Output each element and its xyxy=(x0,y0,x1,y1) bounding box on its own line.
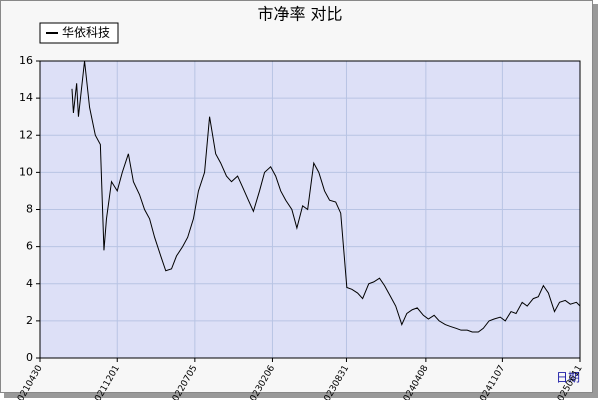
y-tick-label: 14 xyxy=(19,91,33,104)
legend-label: 华依科技 xyxy=(62,25,110,40)
y-tick-label: 0 xyxy=(26,351,33,364)
legend-box xyxy=(39,22,119,44)
y-tick-label: 10 xyxy=(19,165,33,178)
y-tick-label: 16 xyxy=(19,54,33,67)
y-tick-label: 8 xyxy=(26,203,33,216)
y-tick-label: 6 xyxy=(26,240,33,253)
chart-title: 市净率 对比 xyxy=(257,5,342,24)
y-tick-label: 12 xyxy=(19,128,33,141)
plot-border xyxy=(39,60,581,359)
y-tick-label: 4 xyxy=(26,277,33,290)
y-tick-label: 2 xyxy=(26,314,33,327)
x-axis-label: 日期 xyxy=(556,371,580,385)
line-series xyxy=(71,60,581,333)
